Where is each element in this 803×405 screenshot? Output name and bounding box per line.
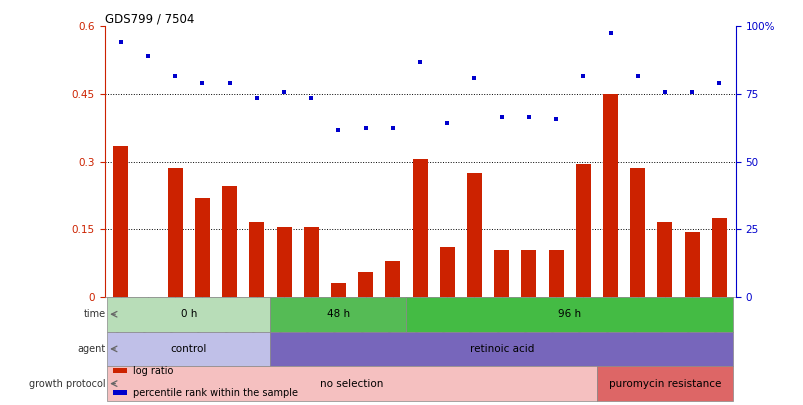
Bar	[521, 249, 536, 297]
Bar	[270, 332, 732, 366]
Point	[196, 79, 209, 86]
Bar	[684, 232, 699, 297]
Bar	[412, 159, 427, 297]
Point	[440, 120, 453, 126]
Text: no selection: no selection	[320, 379, 383, 389]
Bar	[494, 249, 508, 297]
Bar	[270, 297, 406, 332]
Point	[304, 95, 317, 102]
Point	[630, 72, 643, 79]
Bar	[630, 168, 644, 297]
Point	[169, 72, 181, 79]
Text: 0 h: 0 h	[181, 309, 197, 319]
Point	[685, 88, 698, 95]
Point	[141, 52, 154, 59]
Bar	[222, 186, 237, 297]
Bar	[195, 198, 210, 297]
Bar	[602, 94, 618, 297]
Point	[712, 79, 725, 86]
Point	[603, 30, 616, 36]
Bar	[358, 272, 373, 297]
Text: GDS799 / 7504: GDS799 / 7504	[104, 12, 194, 25]
Point	[386, 125, 399, 131]
Point	[522, 113, 535, 120]
Bar	[657, 222, 671, 297]
Bar	[385, 261, 400, 297]
Point	[413, 59, 426, 66]
Bar	[107, 366, 596, 401]
Bar	[304, 227, 318, 297]
Text: control: control	[170, 344, 207, 354]
Point	[467, 75, 480, 81]
Bar	[596, 366, 732, 401]
Bar	[276, 227, 291, 297]
Bar	[107, 297, 270, 332]
Bar	[113, 146, 128, 297]
Point	[359, 125, 372, 131]
Text: log ratio: log ratio	[133, 366, 173, 375]
Text: retinoic acid: retinoic acid	[469, 344, 533, 354]
Point	[658, 88, 671, 95]
Bar	[548, 249, 563, 297]
Text: agent: agent	[78, 344, 106, 354]
Bar	[249, 222, 264, 297]
Bar	[406, 297, 732, 332]
Bar	[711, 218, 726, 297]
Text: growth protocol: growth protocol	[29, 379, 106, 389]
Point	[277, 88, 290, 95]
Point	[223, 79, 236, 86]
Point	[495, 113, 507, 120]
Text: time: time	[84, 309, 106, 319]
Bar	[107, 332, 270, 366]
Text: puromycin resistance: puromycin resistance	[608, 379, 720, 389]
Text: 96 h: 96 h	[557, 309, 581, 319]
Point	[332, 127, 344, 133]
Bar	[439, 247, 454, 297]
Point	[549, 115, 562, 122]
Bar	[168, 168, 182, 297]
Point	[250, 95, 263, 102]
Bar	[467, 173, 481, 297]
Bar	[575, 164, 590, 297]
Point	[114, 39, 127, 45]
Text: percentile rank within the sample: percentile rank within the sample	[133, 388, 298, 398]
Text: 48 h: 48 h	[327, 309, 349, 319]
Point	[577, 72, 589, 79]
Bar	[331, 284, 345, 297]
